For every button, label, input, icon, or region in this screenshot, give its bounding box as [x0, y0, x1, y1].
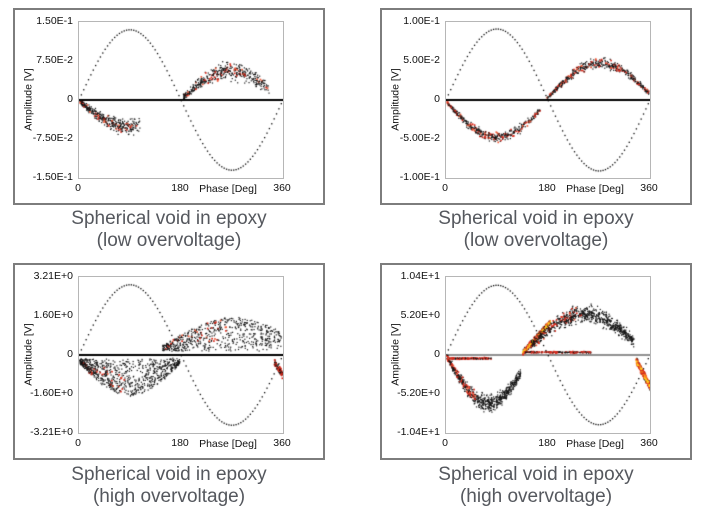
caption-line-2: (low overvoltage): [96, 229, 242, 251]
y-tick-label: 3.21E+0: [33, 270, 73, 282]
x-tick-label: 360: [273, 182, 291, 194]
caption-line-1: Spherical void in epoxy: [71, 208, 267, 229]
caption-line-2: (high overvoltage): [92, 485, 246, 507]
x-axis-title: Phase [Deg]: [566, 183, 624, 195]
plot-area: [445, 276, 651, 434]
y-tick-label: 5.20E+0: [400, 309, 440, 321]
caption-line-2: (low overvoltage): [463, 229, 609, 251]
y-tick-label: 1.00E-1: [403, 15, 440, 27]
x-tick-label: 360: [640, 437, 658, 449]
x-axis-title: Phase [Deg]: [199, 183, 257, 195]
pd-scatter-canvas: [79, 22, 283, 178]
y-tick-label: 0: [434, 93, 440, 105]
plot-area: [445, 21, 651, 179]
x-tick-label: 180: [171, 437, 189, 449]
pd-scatter-canvas: [446, 22, 650, 178]
chart-panel-low-overvoltage-2: Amplitude [V] 1.00E-1 5.00E-2 0 -5.00E-2…: [380, 8, 692, 205]
y-tick-label: 7.50E-2: [36, 54, 73, 66]
caption-line-1: Spherical void in epoxy: [438, 464, 634, 485]
x-tick-label: 0: [75, 182, 81, 194]
y-tick-label: -3.21E+0: [30, 426, 73, 438]
x-axis-title: Phase [Deg]: [199, 438, 257, 450]
x-tick-label: 0: [442, 182, 448, 194]
x-tick-label: 0: [75, 437, 81, 449]
y-tick-label: -1.04E+1: [397, 426, 440, 438]
x-tick-label: 360: [640, 182, 658, 194]
x-tick-label: 0: [442, 437, 448, 449]
x-tick-label: 180: [538, 182, 556, 194]
y-tick-label: 1.60E+0: [33, 309, 73, 321]
chart-panel-high-overvoltage-2: Amplitude [V] 1.04E+1 5.20E+0 0 -5.20E+0…: [380, 263, 692, 460]
x-tick-label: 180: [171, 182, 189, 194]
y-tick-label: -1.60E+0: [30, 387, 73, 399]
chart-panel-high-overvoltage-1: Amplitude [V] 3.21E+0 1.60E+0 0 -1.60E+0…: [13, 263, 325, 460]
pd-scatter-canvas: [446, 277, 650, 433]
y-tick-label: -5.20E+0: [397, 387, 440, 399]
y-tick-label: 5.00E-2: [403, 54, 440, 66]
y-tick-label: -7.50E-2: [32, 132, 73, 144]
x-axis-title: Phase [Deg]: [566, 438, 624, 450]
x-tick-label: 180: [538, 437, 556, 449]
y-tick-label: 0: [67, 348, 73, 360]
chart-panel-low-overvoltage-1: Amplitude [V] 1.50E-1 7.50E-2 0 -7.50E-2…: [13, 8, 325, 205]
plot-area: [78, 21, 284, 179]
caption-line-1: Spherical void in epoxy: [438, 208, 634, 229]
y-tick-label: -1.00E-1: [399, 171, 440, 183]
y-tick-label: 1.04E+1: [400, 270, 440, 282]
x-tick-label: 360: [273, 437, 291, 449]
plot-area: [78, 276, 284, 434]
caption-line-1: Spherical void in epoxy: [71, 464, 267, 485]
pd-scatter-canvas: [79, 277, 283, 433]
y-tick-label: -5.00E-2: [399, 132, 440, 144]
y-tick-label: 0: [67, 93, 73, 105]
chart-caption: Spherical void in epoxy (low overvoltage…: [13, 208, 325, 251]
y-tick-label: 1.50E-1: [36, 15, 73, 27]
chart-caption: Spherical void in epoxy (low overvoltage…: [380, 208, 692, 251]
caption-line-2: (high overvoltage): [459, 485, 613, 507]
y-tick-label: 0: [434, 348, 440, 360]
chart-caption: Spherical void in epoxy (high overvoltag…: [13, 464, 325, 507]
y-tick-label: -1.50E-1: [32, 171, 73, 183]
chart-caption: Spherical void in epoxy (high overvoltag…: [380, 464, 692, 507]
